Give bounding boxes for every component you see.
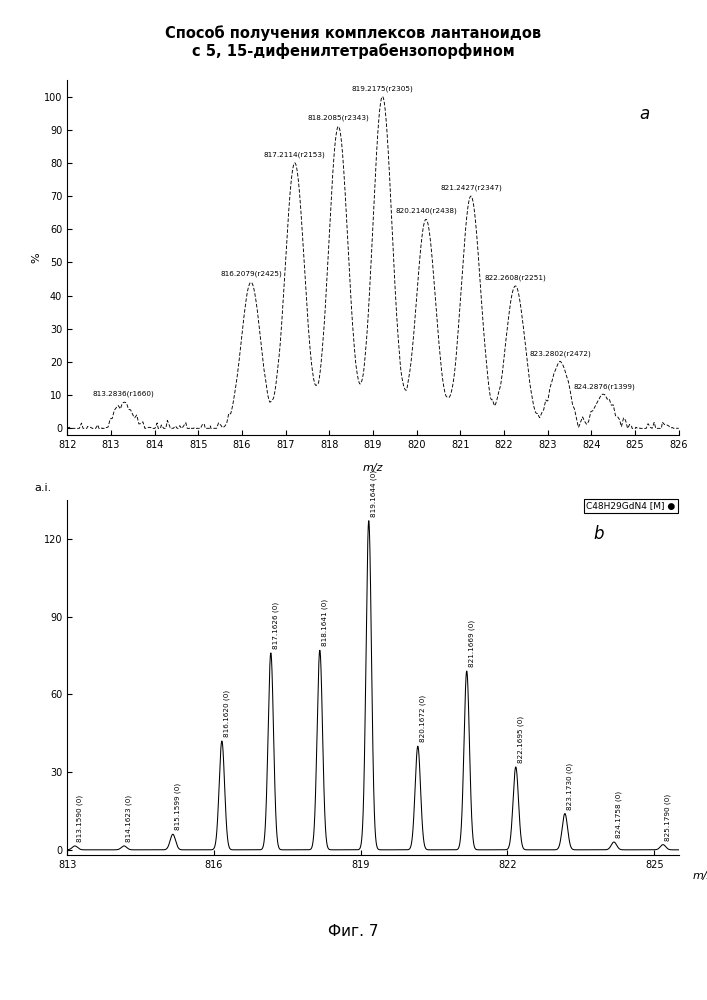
Text: 816.1620 (0): 816.1620 (0) [223,690,230,737]
Text: 822.1695 (0): 822.1695 (0) [518,716,524,763]
Text: C48H29GdN4 [M] ●: C48H29GdN4 [M] ● [586,502,676,511]
X-axis label: m/z: m/z [693,871,707,881]
Text: 823.1730 (0): 823.1730 (0) [566,763,573,810]
Text: 821.1669 (0): 821.1669 (0) [468,620,474,667]
Text: 824.2876(r1399): 824.2876(r1399) [573,384,635,390]
Text: Фиг. 7: Фиг. 7 [328,924,379,940]
Text: Способ получения комплексов лантаноидов: Способ получения комплексов лантаноидов [165,25,542,41]
Text: 824.1758 (0): 824.1758 (0) [615,791,622,838]
Text: 818.2085(r2343): 818.2085(r2343) [308,115,369,121]
Text: 822.2608(r2251): 822.2608(r2251) [484,274,547,281]
X-axis label: m/z: m/z [363,463,383,473]
Text: 813.1590 (0): 813.1590 (0) [76,795,83,842]
Y-axis label: %: % [31,252,41,263]
Text: 819.1644 (0): 819.1644 (0) [370,470,377,517]
Text: 817.1626 (0): 817.1626 (0) [272,602,279,649]
Text: 825.1790 (0): 825.1790 (0) [665,794,671,841]
Text: 823.2802(r2472): 823.2802(r2472) [529,351,591,357]
Text: 820.1672 (0): 820.1672 (0) [419,695,426,742]
Text: 814.1623 (0): 814.1623 (0) [126,795,132,842]
Text: b: b [593,525,604,543]
Text: 817.2114(r2153): 817.2114(r2153) [264,151,326,158]
Text: 819.2175(r2305): 819.2175(r2305) [351,85,414,92]
Text: 820.2140(r2438): 820.2140(r2438) [395,208,457,214]
Text: a: a [639,105,649,123]
Text: 813.2836(r1660): 813.2836(r1660) [93,390,154,397]
Text: 816.2079(r2425): 816.2079(r2425) [220,271,282,277]
Text: с 5, 15-дифенилтетрабензопорфином: с 5, 15-дифенилтетрабензопорфином [192,43,515,59]
Y-axis label: a.i.: a.i. [34,483,52,493]
Text: 821.2427(r2347): 821.2427(r2347) [440,185,502,191]
Text: 815.1599 (0): 815.1599 (0) [175,783,181,830]
Text: 818.1641 (0): 818.1641 (0) [321,599,328,646]
